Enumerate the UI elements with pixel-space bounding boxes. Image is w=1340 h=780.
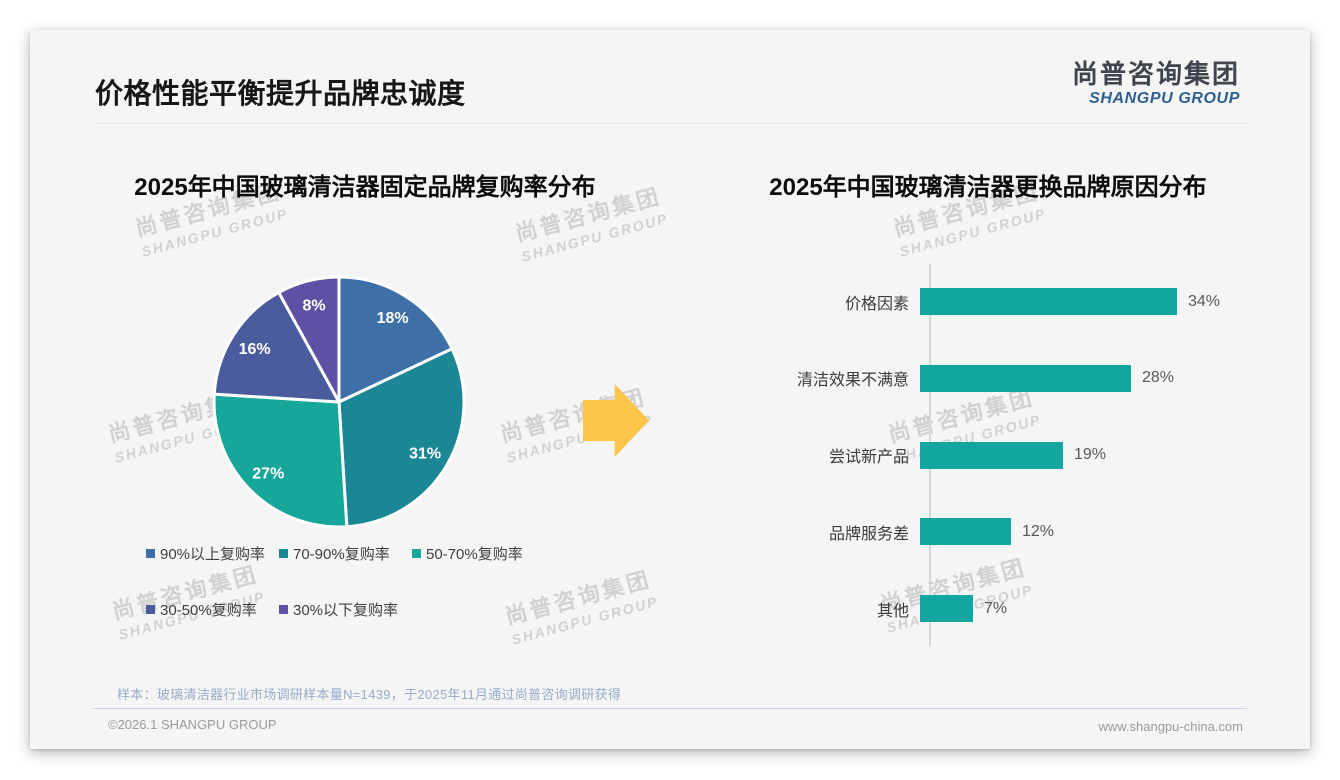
pie-data-label: 27% (252, 465, 284, 482)
bar-value-label: 12% (1022, 522, 1055, 540)
bar-row: 清洁效果不满意 28% (740, 364, 1175, 392)
bar (920, 441, 1063, 469)
logo-en-text: SHANGPU GROUP (1089, 89, 1240, 107)
bar-value-label: 19% (1074, 446, 1107, 463)
legend-item: 30-50%复购率 (146, 599, 279, 620)
shangpu-logo: 尚普咨询集团 SHANGPU GROUP (1071, 59, 1240, 108)
pie-data-label: 16% (239, 341, 271, 358)
bar (920, 595, 973, 622)
pie-slice (337, 347, 466, 529)
legend-item: 90%以上复购率 (146, 543, 279, 564)
header-divider (95, 123, 1247, 124)
legend-label: 30-50%复购率 (160, 602, 257, 619)
bar-category-label: 其他 (876, 602, 909, 620)
bar-row: 品牌服务差 12% (740, 518, 1055, 546)
legend-label: 30%以下复购率 (293, 602, 399, 619)
pie-slice (212, 290, 341, 404)
page-title: 价格性能平衡提升品牌忠诚度 (95, 78, 466, 109)
source-note: 样本：玻璃清洁器行业市场调研样本量N=1439，于2025年11月通过尚普咨询调… (117, 687, 622, 702)
pie-slice (337, 275, 454, 404)
bar-value-label: 7% (984, 599, 1008, 617)
pie-data-label: 31% (409, 446, 441, 463)
copyright-text: ©2026.1 SHANGPU GROUP (108, 717, 277, 732)
pie-chart-title: 2025年中国玻璃清洁器固定品牌复购率分布 (134, 174, 596, 201)
bar-row: 尝试新产品 19% (740, 441, 1107, 469)
website-url: www.shangpu-china.com (1098, 719, 1243, 734)
footer-divider (93, 708, 1247, 709)
pie-legend: 90%以上复购率 70-90%复购率 50-70%复购率 30-50%复购率 30%以下… (146, 543, 558, 620)
legend-marker (412, 549, 421, 558)
bar-row: 其他 7% (740, 595, 1007, 622)
legend-label: 50-70%复购率 (426, 546, 523, 563)
bar-row: 价格因素 34% (740, 288, 1220, 315)
pie-data-label: 18% (377, 310, 409, 327)
bar (920, 518, 1011, 546)
bar-category-label: 价格因素 (844, 295, 909, 313)
bar-chart-title: 2025年中国玻璃清洁器更换品牌原因分布 (769, 174, 1207, 201)
legend-item: 50-70%复购率 (412, 543, 545, 564)
pie-chart: 18% 31% 27% 16% 8% (212, 275, 466, 529)
bar-category-label: 清洁效果不满意 (796, 372, 909, 390)
legend-marker (279, 549, 288, 558)
legend-marker (279, 605, 288, 614)
logo-cn-text: 尚普咨询集团 (1071, 59, 1240, 89)
bar-category-label: 尝试新产品 (828, 449, 909, 466)
legend-marker (146, 549, 155, 558)
pie-slice (212, 392, 349, 529)
bar-value-label: 28% (1142, 369, 1175, 387)
legend-item: 70-90%复购率 (279, 543, 412, 564)
pie-slice (277, 275, 341, 404)
bar (920, 288, 1177, 315)
legend-label: 90%以上复购率 (160, 546, 266, 563)
bar-category-label: 品牌服务差 (828, 525, 909, 543)
bar-value-label: 34% (1188, 292, 1221, 310)
bar (920, 364, 1131, 392)
legend-marker (146, 605, 155, 614)
legend-label: 70-90%复购率 (293, 546, 390, 563)
legend-item: 30%以下复购率 (279, 599, 412, 620)
pie-data-label: 8% (303, 298, 326, 315)
